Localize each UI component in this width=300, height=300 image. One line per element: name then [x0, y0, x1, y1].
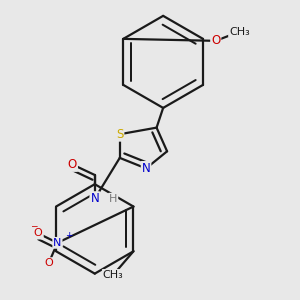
Text: O: O	[68, 158, 77, 171]
Text: O: O	[34, 228, 43, 239]
Text: −: −	[30, 222, 38, 231]
Text: O: O	[211, 34, 220, 47]
Text: O: O	[44, 258, 53, 268]
Text: N: N	[90, 192, 99, 205]
Text: CH₃: CH₃	[229, 27, 250, 37]
Text: +: +	[65, 231, 72, 240]
Text: N: N	[142, 162, 150, 175]
Text: O: O	[34, 228, 43, 239]
Text: H: H	[109, 194, 117, 204]
Text: S: S	[116, 128, 123, 141]
Text: N: N	[53, 238, 61, 248]
Text: CH₃: CH₃	[103, 270, 124, 280]
